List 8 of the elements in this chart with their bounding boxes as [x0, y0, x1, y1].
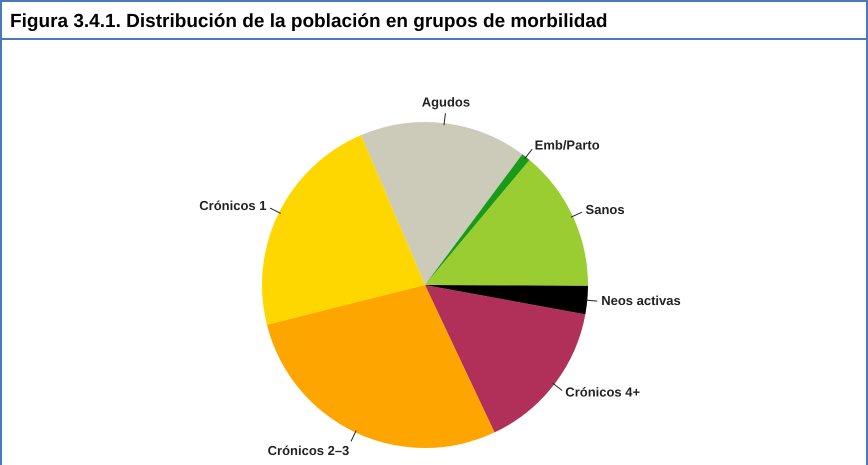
chart-title: Figura 3.4.1. Distribución de la población en grupos de morbilidad [2, 0, 866, 40]
slice-label: Crónicos 1 [199, 198, 266, 213]
slice-label: Emb/Parto [534, 138, 600, 153]
slice-label: Crónicos 2–3 [268, 443, 350, 458]
slice-label: Crónicos 4+ [565, 384, 640, 400]
slice-label: Neos activas [601, 293, 681, 308]
slice-label: Agudos [422, 94, 470, 110]
slice-label: Sanos [586, 202, 625, 218]
